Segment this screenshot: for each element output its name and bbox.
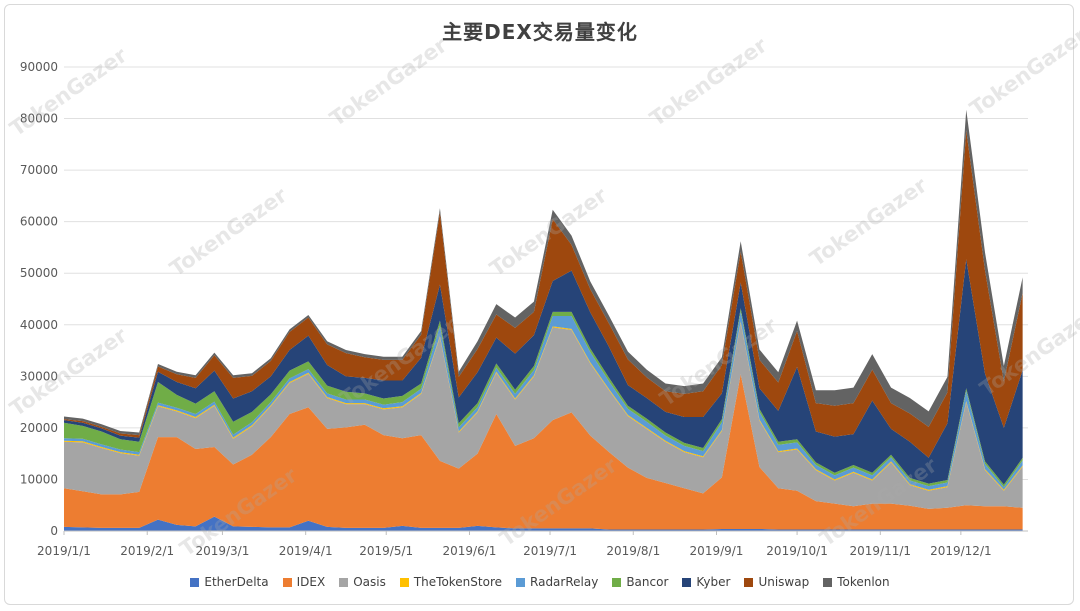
legend-label: Bancor	[626, 575, 669, 589]
legend-label: Tokenlon	[837, 575, 890, 589]
chart-areas	[64, 109, 1023, 531]
x-tick-label: 2019/9/1	[690, 544, 744, 558]
legend-swatch	[399, 577, 409, 587]
y-tick-label: 60000	[20, 215, 58, 229]
legend-label: RadarRelay	[530, 575, 599, 589]
legend-label: IDEX	[296, 575, 326, 589]
legend-swatch	[190, 577, 200, 587]
x-tick-label: 2019/3/1	[195, 544, 249, 558]
legend-item-bancor: Bancor	[612, 575, 668, 589]
area-series-kyber	[64, 259, 1023, 485]
x-tick-label: 2019/11/1	[850, 544, 912, 558]
legend-item-etherdelta: EtherDelta	[190, 575, 269, 589]
y-tick-label: 20000	[20, 421, 58, 435]
x-tick-label: 2019/7/1	[523, 544, 577, 558]
area-series-bancor	[64, 308, 1023, 488]
legend-swatch	[682, 577, 692, 587]
x-tick-label: 2019/5/1	[359, 544, 413, 558]
legend-swatch	[612, 577, 622, 587]
chart-title: 主要DEX交易量变化	[442, 20, 638, 44]
y-tick-label: 80000	[20, 112, 58, 126]
y-tick-label: 10000	[20, 472, 58, 486]
legend-swatch	[282, 577, 292, 587]
area-series-oasis	[64, 322, 1023, 509]
x-tick-label: 2019/2/1	[120, 544, 174, 558]
legend-label: Oasis	[353, 575, 386, 589]
area-series-idex	[64, 374, 1023, 530]
x-tick-label: 2019/8/1	[606, 544, 660, 558]
x-tick-label: 2019/10/1	[766, 544, 828, 558]
legend-swatch	[744, 577, 754, 587]
area-series-uniswap	[64, 130, 1023, 458]
x-tick-label: 2019/6/1	[443, 544, 497, 558]
area-series-etherdelta	[64, 516, 1023, 531]
y-tick-label: 40000	[20, 318, 58, 332]
legend-label: Uniswap	[758, 575, 810, 589]
x-tick-label: 2019/4/1	[279, 544, 333, 558]
y-tick-label: 90000	[20, 60, 58, 74]
legend-swatch	[516, 577, 526, 587]
x-tick-label: 2019/12/1	[930, 544, 992, 558]
legend-swatch	[339, 577, 349, 587]
legend-item-oasis: Oasis	[339, 575, 386, 589]
y-tick-label: 30000	[20, 369, 58, 383]
y-tick-label: 70000	[20, 163, 58, 177]
area-series-radarrelay	[64, 311, 1023, 490]
legend-swatch	[823, 577, 833, 587]
chart-frame	[4, 4, 1074, 605]
legend-item-idex: IDEX	[282, 575, 326, 589]
chart-legend: EtherDelta IDEX Oasis TheTokenStore RadarRel…	[0, 575, 1080, 589]
legend-item-uniswap: Uniswap	[744, 575, 809, 589]
y-tick-label: 50000	[20, 266, 58, 280]
legend-label: EtherDelta	[204, 575, 269, 589]
x-tick-label: 2019/1/1	[37, 544, 91, 558]
chart-axes: 2019/1/1 2019/2/1 2019/3/1 2019/4/1 2019/5/1…	[37, 530, 1028, 558]
legend-label: Kyber	[696, 575, 731, 589]
legend-item-radarrelay: RadarRelay	[516, 575, 598, 589]
legend-item-kyber: Kyber	[682, 575, 730, 589]
legend-item-tokenlon: Tokenlon	[823, 575, 890, 589]
legend-label: TheTokenStore	[413, 575, 503, 589]
y-tick-label: 0	[50, 524, 58, 538]
legend-item-thetokenstore: TheTokenStore	[399, 575, 503, 589]
